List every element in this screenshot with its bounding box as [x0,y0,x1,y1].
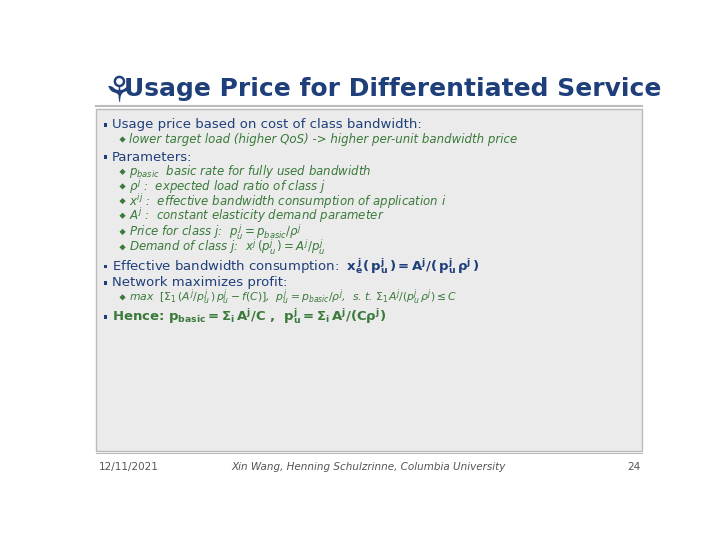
Polygon shape [120,198,126,204]
Polygon shape [120,213,126,219]
Text: 12/11/2021: 12/11/2021 [99,462,159,472]
Text: Parameters:: Parameters: [112,151,192,164]
Polygon shape [120,294,126,300]
Text: Usage price based on cost of class bandwidth:: Usage price based on cost of class bandw… [112,118,421,131]
Text: ⚘: ⚘ [103,75,135,109]
Polygon shape [120,244,126,251]
Bar [104,315,107,319]
Polygon shape [120,229,126,235]
Text: 24: 24 [627,462,640,472]
Text: Effective bandwidth consumption:  $\mathbf{x_e^{\,j}(\,p_u^j\,) = A^j/(\,p_u^j\,: Effective bandwidth consumption: $\mathb… [112,256,480,276]
Text: $A^j$ :  constant elasticity demand parameter: $A^j$ : constant elasticity demand param… [129,206,384,225]
Text: Demand of class j:  $\mathbf{\it x^j\,(p_u^j\,) = A^j/p_u^j}$: Demand of class j: $\mathbf{\it x^j\,(p_… [129,238,325,257]
Text: $p_{basic}$  basic rate for fully used bandwidth: $p_{basic}$ basic rate for fully used ba… [129,163,371,180]
Polygon shape [120,137,126,143]
Text: Price for class j:  $\mathbf{\it p_u^{\,j} = p_{basic}/\rho^j}$: Price for class j: $\mathbf{\it p_u^{\,j… [129,222,302,241]
Bar [104,265,107,268]
Bar [104,156,107,159]
Text: $x^{ij}$ :  effective bandwidth consumption of application i: $x^{ij}$ : effective bandwidth consumpti… [129,192,446,211]
Text: Usage Price for Differentiated Service: Usage Price for Differentiated Service [124,77,661,102]
Text: Xin Wang, Henning Schulzrinne, Columbia University: Xin Wang, Henning Schulzrinne, Columbia … [232,462,506,472]
Bar [104,123,107,127]
Bar [104,281,107,285]
FancyBboxPatch shape [96,109,642,451]
Text: Network maximizes profit:: Network maximizes profit: [112,276,287,289]
Polygon shape [120,168,126,175]
Text: max  $[\Sigma_1\,(A^j/p_u^{\,j}\,)\,p_u^j - f(C)]$,  $p_u^j = p_{basic}/\rho^j$,: max $[\Sigma_1\,(A^j/p_u^{\,j}\,)\,p_u^j… [129,287,457,307]
Text: $\rho^j$ :  expected load ratio of class j: $\rho^j$ : expected load ratio of class … [129,177,326,196]
Text: lower target load (higher QoS) -> higher per-unit bandwidth price: lower target load (higher QoS) -> higher… [129,133,517,146]
Polygon shape [120,184,126,190]
Text: Hence: $\mathbf{p_{basic} =\Sigma_i\,A^j/C}$ ,  $\mathbf{p_u^j = \Sigma_i\,A^j/(: Hence: $\mathbf{p_{basic} =\Sigma_i\,A^j… [112,307,386,326]
